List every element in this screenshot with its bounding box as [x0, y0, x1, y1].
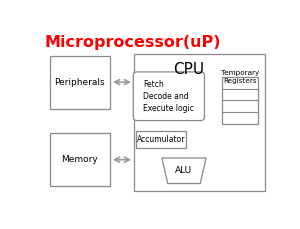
Text: Temporary: Temporary	[221, 70, 260, 76]
Bar	[134, 54, 266, 191]
Text: Registers: Registers	[224, 78, 257, 84]
Text: Memory: Memory	[61, 155, 98, 164]
Text: Fetch
Decode and
Execute logic: Fetch Decode and Execute logic	[143, 80, 194, 112]
Text: CPU: CPU	[174, 62, 205, 77]
Bar	[50, 56, 110, 109]
Text: Accumulator: Accumulator	[137, 135, 186, 144]
Text: Peripherals: Peripherals	[55, 78, 105, 87]
Text: ALU: ALU	[176, 166, 193, 175]
FancyBboxPatch shape	[133, 72, 204, 121]
Bar	[136, 131, 186, 148]
Bar	[222, 77, 258, 124]
Polygon shape	[162, 158, 206, 183]
Bar	[50, 133, 110, 186]
Text: Microprocessor(uP): Microprocessor(uP)	[44, 35, 221, 49]
